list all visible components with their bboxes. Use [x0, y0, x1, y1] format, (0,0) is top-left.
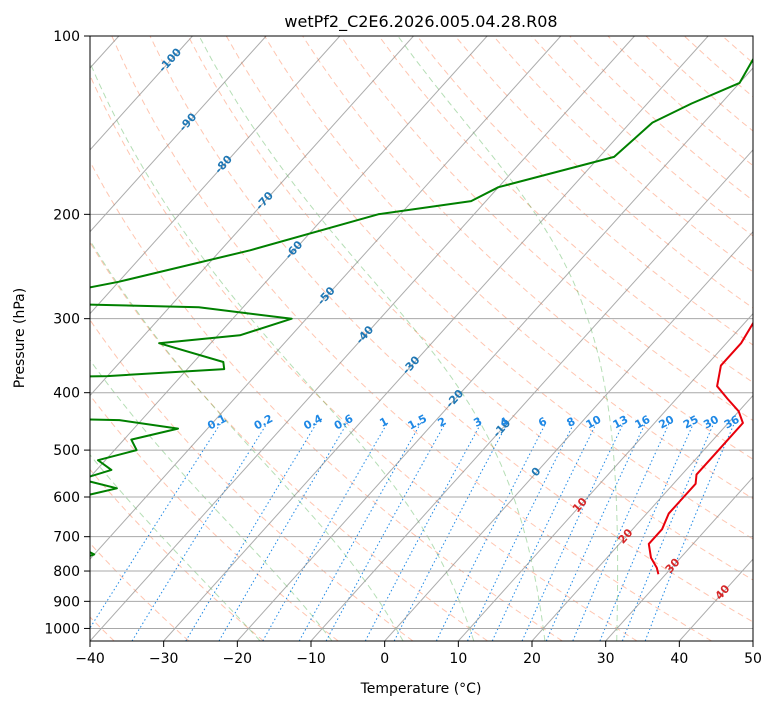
mixing-ratio-line — [298, 422, 422, 641]
mixing-ratio-label: 25 — [681, 413, 701, 432]
isotherm-line — [90, 36, 341, 315]
moist-adiabat-line — [90, 61, 475, 641]
mixing-ratio-label: 13 — [611, 413, 631, 432]
moist-adiabat-line — [90, 359, 333, 641]
moist-adiabat-line — [90, 454, 261, 641]
x-tick-label: 50 — [744, 651, 762, 667]
mixing-ratio-label: 30 — [701, 413, 721, 432]
y-tick-label: 200 — [53, 207, 80, 223]
isotherm-line — [310, 149, 753, 641]
x-tick-label: 40 — [670, 651, 688, 667]
mixing-ratio-label: 20 — [657, 413, 677, 432]
x-tick-label: −30 — [149, 651, 179, 667]
isotherm-line — [90, 36, 267, 233]
mixing-ratio-line — [644, 422, 735, 641]
dry-adiabat-line — [90, 160, 563, 641]
y-tick-label: 100 — [53, 29, 80, 45]
isotherm-line — [90, 36, 562, 560]
isotherm-line — [605, 476, 753, 641]
x-tick-label: −10 — [296, 651, 326, 667]
y-tick-label: 700 — [53, 530, 80, 546]
mixing-ratio-label: 10 — [584, 413, 604, 432]
isotherm-line — [90, 36, 414, 397]
axes-layer: −40 −30 −20 −10 0 10 20 30 40 50 100 200 300 400 500 60… — [44, 29, 762, 667]
isotherm-line — [90, 36, 193, 151]
mixing-ratio-line — [621, 422, 715, 641]
mixing-ratio-label: 36 — [722, 413, 742, 432]
mixing-ratio-line — [491, 422, 597, 641]
isotherm-line — [531, 394, 753, 641]
mixing-ratio-line — [545, 422, 646, 641]
grid-layer — [90, 36, 753, 641]
isotherm-line — [236, 67, 753, 641]
y-axis-title: Pressure (hPa) — [12, 288, 28, 388]
y-tick-label: 500 — [53, 443, 80, 459]
series-layer — [90, 57, 753, 575]
x-tick-label: 30 — [597, 651, 615, 667]
mixing-ratio-line — [393, 422, 508, 641]
x-tick-label: 20 — [523, 651, 541, 667]
mixing-ratio-line — [364, 422, 482, 641]
x-tick-label: 10 — [449, 651, 467, 667]
x-tick-label: −40 — [75, 651, 105, 667]
mixing-ratio-line — [325, 422, 446, 641]
mixing-ratio-line — [185, 422, 318, 641]
moist-adiabat-line — [90, 239, 404, 641]
moist-adiabat-line — [198, 36, 546, 641]
dry-adiabat-line — [416, 36, 753, 346]
y-tick-label: 400 — [53, 386, 80, 402]
mixing-ratio-line — [599, 422, 695, 641]
dry-adiabat-line — [454, 36, 753, 309]
temperature-trace — [647, 321, 753, 575]
mixing-ratio-line — [90, 422, 222, 629]
dry-adiabat-line — [149, 36, 753, 623]
mixing-ratio-line — [467, 422, 575, 641]
chart-title: wetPf2_C2E6.2026.005.04.28.R08 — [284, 12, 557, 32]
plot-frame — [89, 35, 754, 642]
mixing-ratio-line — [521, 422, 624, 641]
x-tick-label: −20 — [223, 651, 253, 667]
isotherm-line — [163, 36, 709, 641]
dry-adiabat-line — [90, 542, 190, 641]
y-tick-label: 800 — [53, 564, 80, 580]
dewpoint-trace — [90, 57, 753, 557]
dry-adiabat-line — [90, 241, 488, 641]
isotherm-line — [384, 230, 753, 641]
isotherm-line — [457, 312, 753, 641]
mixing-ratio-line — [435, 422, 547, 641]
y-tick-label: 900 — [53, 594, 80, 610]
isotherm-line — [90, 36, 635, 641]
dry-adiabat-line — [90, 394, 339, 641]
mixing-ratio-line — [218, 422, 348, 641]
y-tick-label: 300 — [53, 312, 80, 328]
y-tick-label: 600 — [53, 490, 80, 506]
x-tick-label: 0 — [380, 651, 389, 667]
mixing-ratio-label: 16 — [633, 413, 653, 432]
mixing-ratio-line — [572, 422, 670, 641]
moist-adiabat-line — [397, 36, 619, 641]
x-axis-title: Temperature (°C) — [360, 681, 482, 697]
y-tick-label: 1000 — [44, 621, 80, 637]
